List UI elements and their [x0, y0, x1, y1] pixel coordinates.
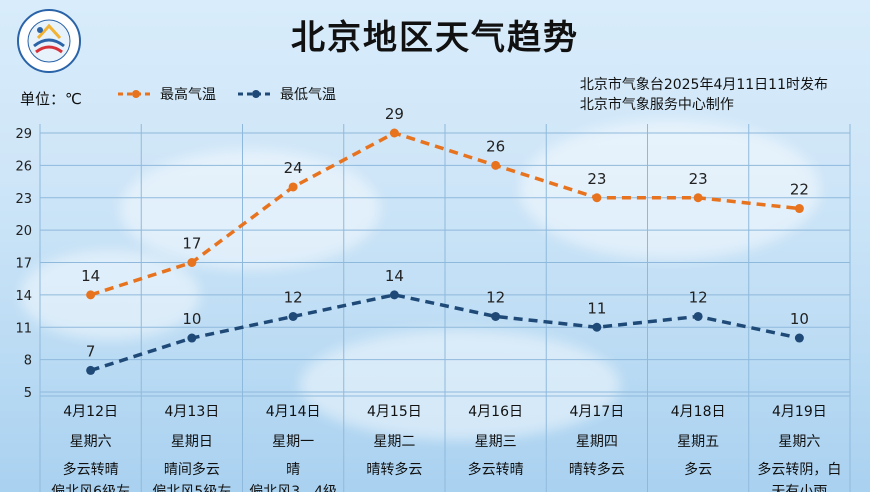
date-label: 4月13日 [165, 404, 220, 420]
low-temp-label: 10 [182, 310, 201, 328]
page-title: 北京地区天气趋势 [291, 18, 579, 58]
low-temp-point [389, 290, 399, 300]
weather-label: 晴转多云 [366, 461, 422, 478]
low-temp-point [491, 311, 501, 321]
weekday-label: 星期六 [70, 434, 112, 450]
y-tick-label: 20 [15, 224, 32, 239]
high-temp-label: 14 [81, 267, 100, 285]
low-temp-point [86, 365, 96, 375]
publisher-info: 北京市气象台2025年4月11日11时发布 北京市气象服务中心制作 [580, 75, 828, 115]
high-temp-point [693, 193, 703, 203]
legend-low-label: 最低气温 [280, 87, 336, 103]
weather-label: 晴间多云 [164, 461, 220, 478]
y-tick-label: 8 [24, 354, 32, 369]
high-temp-line [90, 131, 800, 297]
weekday-label: 星期日 [171, 434, 213, 450]
low-temp-point [794, 333, 804, 343]
high-temp-label: 17 [182, 235, 201, 253]
low-temp-line [90, 293, 800, 373]
legend-item-high: 最高气温 [118, 84, 216, 104]
weekday-label: 星期五 [677, 434, 719, 450]
high-temp-point [491, 160, 501, 170]
low-temp-label: 12 [284, 288, 303, 306]
high-temp-label: 23 [689, 170, 708, 188]
low-temp-label: 7 [86, 342, 96, 360]
low-temp-point [288, 311, 298, 321]
high-temp-label: 26 [486, 137, 505, 155]
weekday-label: 星期六 [778, 434, 820, 450]
low-temp-point [187, 333, 197, 343]
wind-label: 天有小雨 [771, 484, 827, 492]
date-label: 4月19日 [772, 404, 827, 420]
legend-item-low: 最低气温 [238, 84, 336, 104]
low-temp-point [592, 322, 602, 332]
date-label: 4月15日 [367, 404, 422, 420]
meteorological-service-logo [17, 9, 81, 73]
y-tick-label: 23 [15, 192, 32, 207]
low-temp-label: 14 [385, 267, 404, 285]
y-tick-label: 5 [24, 386, 32, 401]
high-temp-point [592, 193, 602, 203]
unit-label: 单位：℃ [20, 90, 82, 108]
weekday-label: 星期三 [475, 434, 517, 450]
legend: 最高气温 最低气温 [118, 84, 336, 104]
weather-label: 晴 [286, 462, 300, 478]
legend-high-swatch [118, 90, 154, 98]
weather-label: 多云转晴 [63, 461, 119, 478]
date-label: 4月17日 [570, 404, 625, 420]
y-tick-label: 14 [15, 289, 32, 304]
weekday-label: 星期四 [576, 434, 618, 450]
low-temp-point [693, 311, 703, 321]
legend-low-swatch [238, 90, 274, 98]
weekday-label: 星期二 [373, 434, 415, 450]
high-temp-point [86, 290, 96, 300]
high-temp-point [389, 128, 399, 138]
wind-label: 偏北风5级左 [152, 484, 231, 492]
y-tick-label: 17 [15, 257, 32, 272]
date-label: 4月18日 [671, 404, 726, 420]
high-temp-label: 29 [385, 105, 404, 123]
publisher-line-1: 北京市气象台2025年4月11日11时发布 [579, 77, 828, 93]
date-label: 4月14日 [266, 404, 321, 420]
y-tick-label: 11 [15, 321, 32, 336]
weather-label: 多云 [684, 461, 712, 478]
low-temp-label: 10 [790, 310, 809, 328]
high-temp-label: 22 [790, 181, 809, 199]
legend-high-label: 最高气温 [160, 87, 216, 103]
date-label: 4月16日 [468, 404, 523, 420]
y-tick-label: 29 [15, 127, 32, 142]
wind-label: 偏北风3、4级 [249, 484, 337, 492]
publisher-line-2: 北京市气象服务中心制作 [579, 97, 734, 113]
high-temp-label: 24 [284, 159, 303, 177]
wind-label: 偏北风6级左 [51, 484, 130, 492]
date-label: 4月12日 [63, 404, 118, 420]
y-tick-label: 26 [15, 159, 32, 174]
low-temp-label: 12 [486, 288, 505, 306]
weather-label: 晴转多云 [569, 461, 625, 478]
weekday-label: 星期一 [272, 434, 314, 450]
high-temp-label: 23 [587, 170, 606, 188]
high-temp-point [288, 182, 298, 192]
high-temp-point [187, 258, 197, 267]
low-temp-label: 12 [689, 288, 708, 306]
low-temp-label: 11 [587, 299, 606, 317]
weather-label: 多云转阴，白 [757, 461, 841, 478]
high-temp-point [794, 204, 804, 214]
weather-label: 多云转晴 [468, 461, 524, 478]
